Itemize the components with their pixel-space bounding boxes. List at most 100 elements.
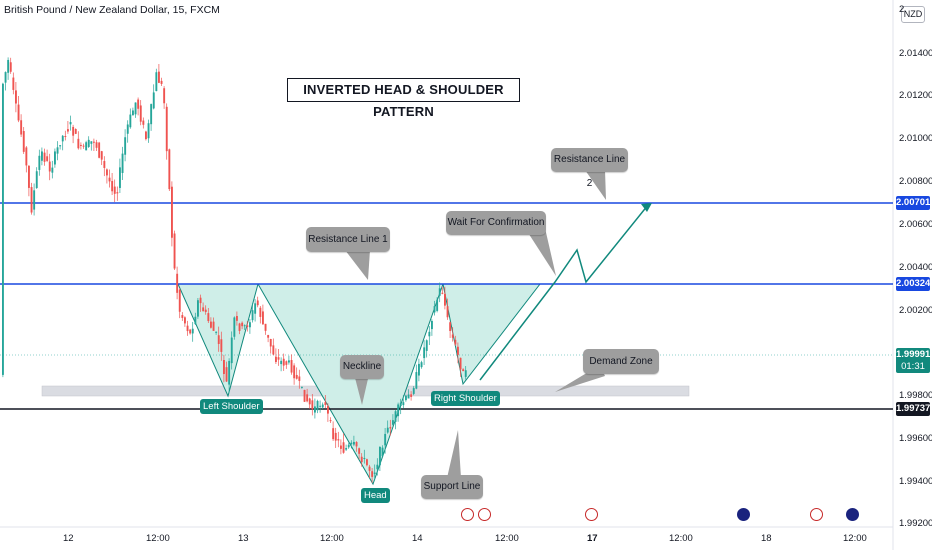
x-tick-18: 18 — [761, 533, 772, 544]
nz-flag-event-icon[interactable] — [846, 508, 859, 521]
neckline-callout[interactable]: Neckline — [340, 355, 384, 379]
candle-body — [415, 372, 418, 389]
candle-body — [184, 317, 186, 324]
candle-body — [64, 136, 67, 138]
support-price-tag: 1.99737 — [896, 402, 931, 416]
candle-body — [462, 369, 465, 372]
candle-body — [15, 90, 17, 104]
candle-body — [171, 186, 173, 238]
head-label[interactable]: Head — [361, 488, 390, 503]
candle-body — [282, 358, 285, 366]
resistance-line-1-callout[interactable]: Resistance Line 1 — [306, 227, 390, 252]
candle-body — [178, 289, 181, 312]
x-tick-18-noon: 12:00 — [843, 533, 867, 544]
y-tick-2.01200: 2.01200 — [899, 90, 932, 101]
candle-body — [22, 131, 25, 152]
candle-body — [259, 307, 262, 317]
candle-body — [7, 59, 10, 73]
candle-body — [43, 152, 46, 162]
candle-body — [381, 447, 384, 457]
x-tick-13: 13 — [238, 533, 249, 544]
candle-body — [233, 317, 236, 337]
uk-flag-event-icon[interactable] — [585, 508, 598, 521]
uk-flag-event-icon[interactable] — [478, 508, 491, 521]
currency-badge[interactable]: NZD — [901, 6, 925, 23]
candle-body — [155, 72, 158, 92]
candle-body — [129, 114, 132, 128]
candle-body — [197, 300, 199, 317]
candle-body — [438, 288, 441, 296]
candle-body — [199, 297, 202, 304]
candle-body — [28, 165, 30, 188]
candle-body — [402, 402, 405, 406]
candle-body — [316, 400, 319, 411]
candle-body — [181, 315, 184, 318]
candle-body — [384, 433, 387, 446]
candle-body — [186, 325, 189, 332]
candle-body — [363, 457, 366, 459]
candle-body — [392, 420, 394, 425]
candle-body — [431, 320, 433, 330]
candle-body — [74, 129, 77, 134]
x-tick-17-noon: 12:00 — [669, 533, 693, 544]
candle-body — [12, 77, 15, 90]
current-price-tag: 1.99991 — [896, 348, 931, 361]
candle-body — [116, 192, 119, 194]
candle-body — [17, 104, 20, 121]
candle-body — [254, 303, 257, 314]
candle-body — [301, 386, 303, 388]
candle-body — [246, 325, 249, 327]
candle-body — [441, 292, 444, 294]
y-tick-1.99600: 1.99600 — [899, 433, 932, 444]
candle-body — [342, 442, 345, 453]
candle-body — [407, 394, 410, 399]
candle-body — [103, 161, 106, 168]
left-shoulder-label[interactable]: Left Shoulder — [200, 399, 263, 414]
projection-path — [479, 204, 649, 381]
candle-body — [285, 361, 288, 365]
candle-body — [389, 427, 392, 429]
candle-body — [173, 233, 176, 269]
candle-body — [113, 186, 116, 194]
nz-flag-event-icon[interactable] — [737, 508, 750, 521]
pattern-title[interactable]: INVERTED HEAD & SHOULDER PATTERN — [287, 78, 520, 119]
right-shoulder-triangle — [442, 283, 542, 386]
candle-body — [397, 404, 400, 417]
uk-flag-event-icon[interactable] — [810, 508, 823, 521]
candle-body — [4, 72, 7, 83]
uk-flag-event-icon[interactable] — [461, 508, 474, 521]
candle-body — [61, 135, 64, 142]
candle-body — [80, 144, 82, 146]
right-shoulder-label[interactable]: Right Shoulder — [431, 391, 500, 406]
candle-body — [87, 139, 90, 147]
candle-body — [355, 442, 358, 447]
candle-body — [337, 439, 340, 441]
resistance-line-2-callout[interactable]: Resistance Line 2 — [551, 148, 628, 189]
candle-body — [126, 124, 129, 134]
candle-body — [464, 370, 467, 377]
candle-body — [449, 322, 452, 331]
candle-body — [85, 142, 88, 151]
x-tick-13-noon: 12:00 — [320, 533, 344, 544]
wait-for-confirmation-callout[interactable]: Wait For Confirmation — [446, 211, 546, 235]
candle-body — [93, 141, 95, 143]
projection-arrowhead — [641, 203, 652, 212]
candle-body — [267, 335, 270, 338]
candle-body — [82, 145, 85, 147]
candle-body — [25, 147, 28, 166]
candle-body — [376, 464, 379, 470]
candle-body — [340, 445, 342, 449]
candle-body — [379, 446, 381, 466]
candle-body — [139, 105, 142, 122]
candle-body — [288, 360, 290, 363]
y-tick-bottom: 1.99200 — [899, 518, 932, 529]
x-tick-17: 17 — [587, 533, 598, 544]
support-line-callout[interactable]: Support Line — [421, 475, 483, 499]
candle-body — [100, 151, 103, 160]
candle-body — [220, 339, 223, 352]
demand-zone-callout[interactable]: Demand Zone — [583, 349, 659, 374]
candle-body — [262, 311, 264, 325]
candle-body — [444, 293, 446, 306]
